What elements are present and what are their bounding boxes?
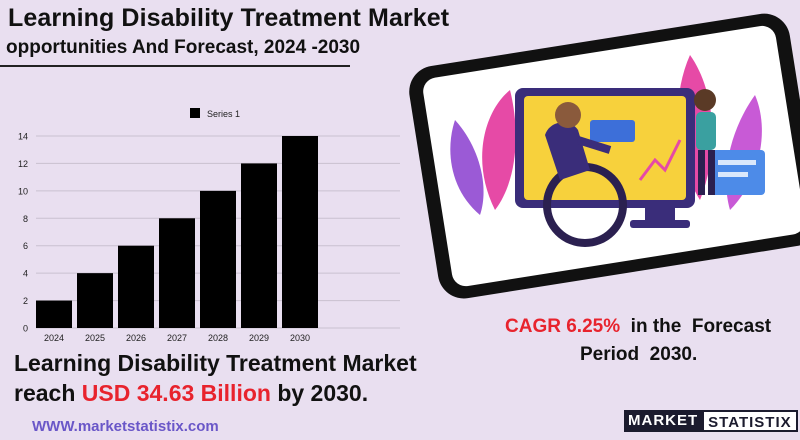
bar — [241, 163, 277, 328]
bar — [36, 300, 72, 328]
cagr-text-a: in the Forecast — [620, 316, 772, 337]
y-tick-label: 6 — [23, 241, 28, 251]
cagr-line1: CAGR 6.25% in the Forecast — [505, 316, 771, 338]
display-graph — [638, 139, 682, 181]
website-link[interactable]: WWW.marketstatistix.com — [32, 418, 219, 435]
y-tick-label: 10 — [18, 186, 28, 196]
monitor-stand — [645, 205, 675, 223]
x-tick-label: 2030 — [290, 333, 310, 343]
display-panel — [590, 120, 635, 142]
summary-line2: reach USD 34.63 Billion by 2030. — [14, 380, 368, 407]
cagr-line2: Period 2030. — [580, 344, 698, 365]
bar — [77, 273, 113, 328]
summary-suffix: by 2030. — [270, 380, 369, 406]
illustration-tablet — [409, 13, 800, 299]
brand-logo: MARKET STATISTIX — [624, 410, 798, 432]
y-tick-label: 4 — [23, 269, 28, 279]
x-tick-label: 2028 — [208, 333, 228, 343]
summary-prefix: reach — [14, 380, 82, 406]
bar — [159, 218, 195, 328]
summary-line1: Learning Disability Treatment Market — [14, 350, 417, 376]
x-tick-label: 2026 — [126, 333, 146, 343]
cagr-value: CAGR 6.25% — [505, 316, 621, 337]
monitor-base — [630, 220, 690, 228]
bar — [282, 136, 318, 328]
page-title: Learning Disability Treatment Market — [8, 4, 450, 32]
y-tick-label: 0 — [23, 324, 28, 334]
x-tick-label: 2024 — [44, 333, 64, 343]
x-tick-label: 2027 — [167, 333, 187, 343]
bar — [200, 190, 236, 328]
x-tick-label: 2029 — [249, 333, 269, 343]
title-divider — [0, 65, 350, 67]
y-tick-label: 8 — [23, 214, 28, 224]
y-tick-label: 2 — [23, 296, 28, 306]
legend-label: Series 1 — [207, 109, 240, 119]
logo-part2: STATISTIX — [702, 410, 798, 432]
person-standing — [694, 89, 716, 195]
logo-part1: MARKET — [624, 410, 703, 432]
summary-highlight: USD 34.63 Billion — [81, 380, 271, 406]
person-wheelchair — [543, 102, 627, 247]
y-tick-label: 12 — [18, 159, 28, 169]
bar-chart: 0 2 4 6 8 10 12 14 2024 2025 2026 2027 2028 2029 2030 S… — [18, 108, 400, 343]
legend-swatch — [190, 108, 200, 118]
page-subtitle: opportunities And Forecast, 2024 -2030 — [6, 37, 361, 58]
y-tick-label: 14 — [18, 132, 28, 142]
bar — [118, 245, 154, 328]
x-tick-label: 2025 — [85, 333, 105, 343]
